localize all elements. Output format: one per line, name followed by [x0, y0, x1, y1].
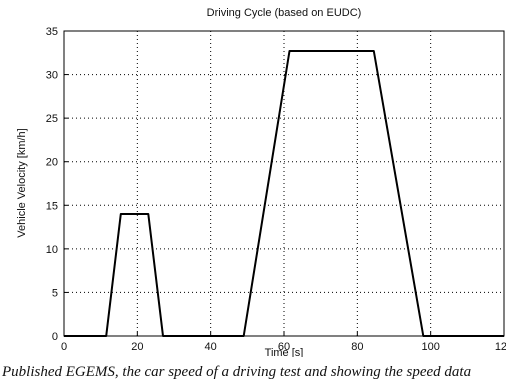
velocity-series-line: [64, 50, 504, 337]
y-tick-labels: 0 5 10 15 20 25 30 35: [46, 26, 58, 343]
x-tick-label: 20: [131, 341, 143, 353]
x-tick-label: 40: [205, 341, 217, 353]
y-tick-label: 0: [52, 331, 58, 343]
y-tick-label: 25: [46, 113, 58, 125]
x-tick-label: 120: [495, 341, 506, 353]
y-tick-label: 35: [46, 26, 58, 38]
y-tick-label: 5: [52, 287, 58, 299]
y-tick-label: 15: [46, 200, 58, 212]
y-tick-label: 10: [46, 244, 58, 256]
chart-title: Driving Cycle (based on EUDC): [207, 7, 362, 19]
figure-caption: Published EGEMS, the car speed of a driv…: [2, 364, 472, 380]
driving-cycle-chart: Driving Cycle (based on EUDC) 0 20 40 60 80 1…: [16, 7, 506, 357]
x-tick-label: 80: [351, 341, 363, 353]
x-tick-label: 60: [278, 341, 290, 353]
x-tick-labels: 0 20 40 60 80 100 120: [61, 341, 506, 353]
grid-lines: [64, 31, 504, 336]
y-axis-label: Vehicle Velocity [km/h]: [16, 128, 28, 237]
y-tick-label: 20: [46, 157, 58, 169]
x-axis-label: Time [s]: [265, 347, 304, 357]
x-tick-label: 0: [61, 341, 67, 353]
x-tick-label: 100: [421, 341, 439, 353]
series-layer: [64, 50, 504, 337]
y-tick-label: 30: [46, 70, 58, 82]
